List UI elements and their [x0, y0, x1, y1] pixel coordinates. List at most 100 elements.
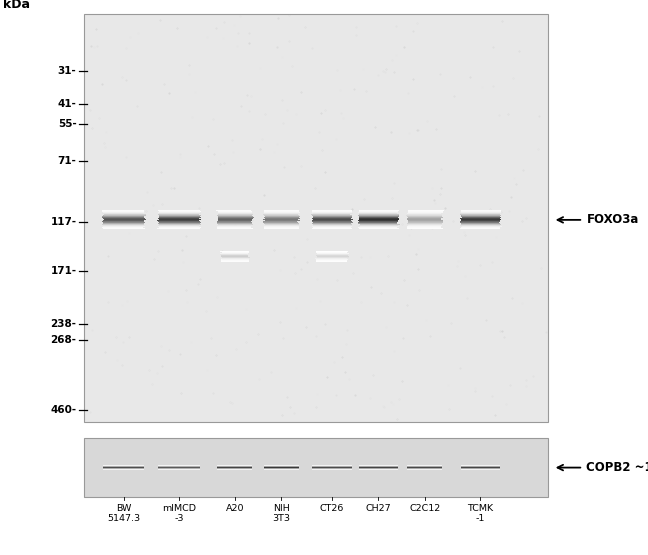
Bar — [316, 259, 348, 260]
Bar — [314, 216, 353, 217]
Bar — [102, 213, 143, 214]
Bar — [264, 213, 298, 214]
Bar — [406, 213, 441, 214]
Bar — [407, 226, 441, 227]
Bar — [461, 211, 500, 213]
Bar — [159, 216, 201, 217]
Bar — [159, 217, 202, 218]
Bar — [264, 210, 299, 211]
Bar — [102, 224, 144, 225]
Bar — [359, 211, 399, 212]
Bar — [406, 228, 441, 229]
Bar — [312, 214, 351, 215]
Bar — [358, 220, 398, 221]
Bar — [313, 222, 353, 223]
Bar — [313, 213, 353, 214]
Text: CH27: CH27 — [365, 504, 391, 513]
Bar — [408, 222, 443, 223]
Bar — [157, 223, 200, 224]
Bar — [216, 225, 251, 226]
Bar — [312, 211, 351, 213]
Bar — [312, 221, 352, 222]
Bar — [359, 219, 399, 220]
Bar — [159, 227, 200, 228]
Bar — [218, 228, 252, 229]
Bar — [359, 228, 398, 229]
Text: 31-: 31- — [58, 66, 76, 76]
Bar — [316, 260, 347, 261]
Bar — [102, 212, 144, 213]
Bar — [216, 226, 251, 227]
Bar — [159, 215, 201, 216]
Bar — [461, 211, 501, 212]
Bar — [102, 216, 145, 217]
Bar — [218, 215, 252, 216]
Bar — [312, 210, 352, 211]
Text: 41-: 41- — [58, 99, 76, 109]
Bar — [312, 223, 351, 224]
Bar — [317, 253, 349, 254]
Bar — [264, 212, 299, 213]
Text: TCMK
-1: TCMK -1 — [467, 504, 493, 523]
Bar — [407, 215, 442, 216]
Bar — [263, 221, 297, 222]
Text: NIH
3T3: NIH 3T3 — [272, 504, 290, 523]
Bar — [312, 211, 352, 212]
Bar — [360, 226, 399, 227]
Bar — [408, 211, 443, 212]
Bar — [408, 213, 443, 214]
Text: 171-: 171- — [51, 266, 76, 276]
Bar — [103, 223, 145, 224]
Bar — [461, 212, 500, 213]
Bar — [220, 260, 248, 261]
Bar — [406, 223, 442, 224]
Bar — [103, 215, 144, 216]
Bar — [406, 224, 442, 225]
Text: 71-: 71- — [58, 156, 76, 166]
Bar — [216, 222, 252, 223]
Bar — [358, 212, 399, 213]
Bar — [461, 226, 502, 227]
Bar — [158, 210, 200, 211]
Bar — [408, 212, 443, 213]
Text: A20: A20 — [226, 504, 244, 513]
Bar — [158, 221, 200, 222]
Bar — [317, 256, 349, 257]
Bar — [359, 225, 398, 226]
Bar — [313, 224, 352, 225]
Bar — [104, 214, 146, 215]
Bar — [358, 217, 399, 218]
Bar — [312, 215, 351, 216]
Bar — [217, 211, 252, 213]
Bar — [461, 220, 500, 221]
Bar — [264, 211, 300, 213]
Bar — [158, 225, 199, 226]
Bar — [220, 260, 249, 261]
Bar — [316, 251, 347, 252]
Bar — [359, 218, 399, 219]
Bar — [263, 225, 297, 226]
Bar — [460, 213, 500, 214]
Bar — [221, 251, 249, 252]
Bar — [220, 253, 248, 254]
Bar — [264, 227, 299, 228]
Bar — [102, 217, 144, 218]
Bar — [408, 220, 443, 221]
Bar — [359, 215, 399, 216]
Bar — [407, 219, 441, 220]
Bar — [218, 213, 253, 214]
Bar — [157, 220, 200, 221]
Bar — [221, 256, 248, 257]
Bar — [264, 217, 299, 218]
Bar — [264, 226, 299, 227]
Bar — [312, 213, 351, 214]
Bar — [317, 258, 347, 259]
Bar — [102, 213, 143, 214]
Bar — [263, 216, 298, 217]
Bar — [217, 216, 252, 217]
Bar — [218, 211, 252, 212]
Bar — [159, 219, 200, 220]
Bar — [103, 228, 145, 229]
Bar — [218, 220, 252, 221]
Bar — [461, 215, 500, 216]
